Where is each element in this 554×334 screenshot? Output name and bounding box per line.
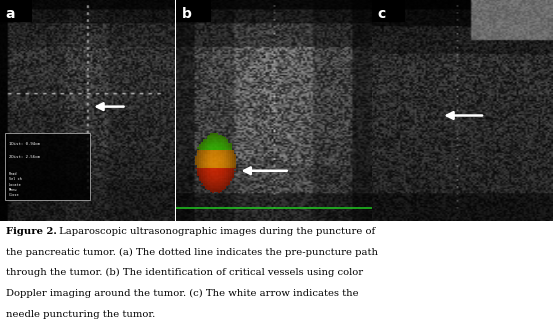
Bar <box>0 0 32 22</box>
Text: a: a <box>6 7 15 21</box>
Text: Doppler imaging around the tumor. (c) The white arrow indicates the: Doppler imaging around the tumor. (c) Th… <box>6 289 358 298</box>
Text: b: b <box>182 7 191 21</box>
Bar <box>176 0 211 22</box>
Text: Laparoscopic ultrasonographic images during the puncture of: Laparoscopic ultrasonographic images dur… <box>57 227 376 236</box>
Text: 2Dist: 2.56cm: 2Dist: 2.56cm <box>9 156 40 159</box>
Bar <box>6 133 90 200</box>
Text: c: c <box>378 7 386 21</box>
Text: the pancreatic tumor. (a) The dotted line indicates the pre-puncture path: the pancreatic tumor. (a) The dotted lin… <box>6 248 377 257</box>
Bar <box>372 0 405 22</box>
Text: through the tumor. (b) The identification of critical vessels using color: through the tumor. (b) The identificatio… <box>6 268 363 278</box>
Text: 1Dist: 0.94cm: 1Dist: 0.94cm <box>9 142 40 146</box>
Text: Read
Sel ch
Locate
Menu
Close: Read Sel ch Locate Menu Close <box>9 172 22 197</box>
Text: needle puncturing the tumor.: needle puncturing the tumor. <box>6 310 155 319</box>
Text: Figure 2.: Figure 2. <box>6 227 57 236</box>
